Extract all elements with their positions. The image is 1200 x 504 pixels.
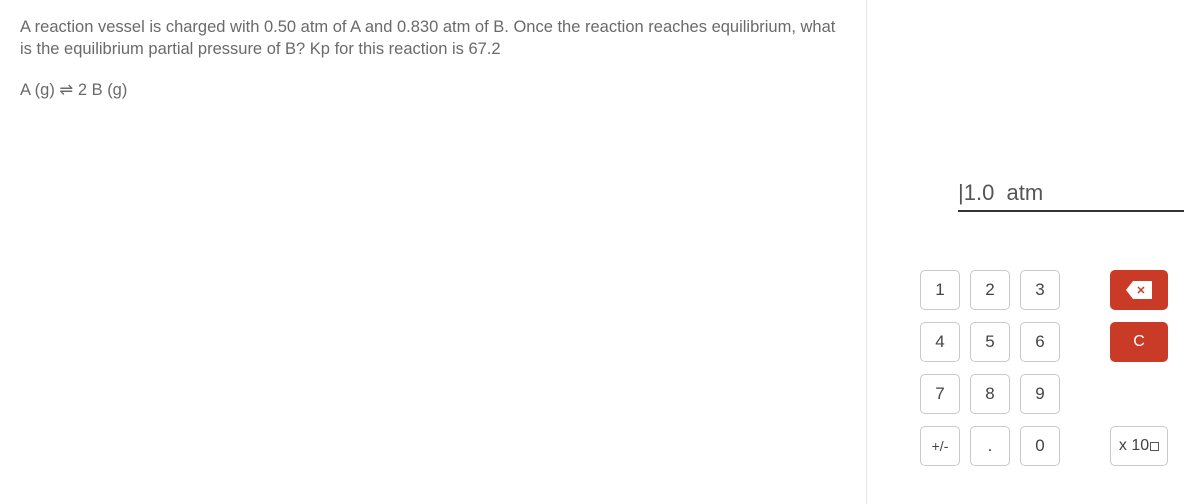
keypad-row-2: 4 5 6 C bbox=[920, 322, 1200, 362]
backspace-button[interactable]: ✕ bbox=[1110, 270, 1168, 310]
clear-button[interactable]: C bbox=[1110, 322, 1168, 362]
key-plusminus[interactable]: +/- bbox=[920, 426, 960, 466]
key-7[interactable]: 7 bbox=[920, 374, 960, 414]
sci-notation-button[interactable]: x 10 bbox=[1110, 426, 1168, 466]
svg-text:✕: ✕ bbox=[1136, 285, 1145, 297]
keypad-row-1: 1 2 3 ✕ bbox=[920, 270, 1200, 310]
key-9[interactable]: 9 bbox=[1020, 374, 1060, 414]
keypad-row-4: +/- . 0 x 10 bbox=[920, 426, 1200, 466]
key-1[interactable]: 1 bbox=[920, 270, 960, 310]
spacer bbox=[1070, 426, 1100, 466]
backspace-icon: ✕ bbox=[1126, 281, 1152, 299]
vertical-divider bbox=[866, 0, 867, 504]
key-4[interactable]: 4 bbox=[920, 322, 960, 362]
question-prompt: A reaction vessel is charged with 0.50 a… bbox=[20, 16, 850, 61]
spacer bbox=[1070, 322, 1100, 362]
key-0[interactable]: 0 bbox=[1020, 426, 1060, 466]
reaction-equation: A (g) ⇌ 2 B (g) bbox=[20, 79, 850, 101]
answer-input[interactable]: |1.0 atm bbox=[958, 180, 1184, 212]
key-8[interactable]: 8 bbox=[970, 374, 1010, 414]
key-5[interactable]: 5 bbox=[970, 322, 1010, 362]
key-decimal[interactable]: . bbox=[970, 426, 1010, 466]
keypad: 1 2 3 ✕ 4 5 6 C 7 8 9 +/- . 0 bbox=[920, 270, 1200, 478]
key-6[interactable]: 6 bbox=[1020, 322, 1060, 362]
key-3[interactable]: 3 bbox=[1020, 270, 1060, 310]
sci-label: x 10 bbox=[1119, 437, 1149, 455]
answer-value: 1.0 bbox=[964, 180, 995, 205]
keypad-row-3: 7 8 9 bbox=[920, 374, 1200, 414]
spacer bbox=[1070, 270, 1100, 310]
exponent-box-icon bbox=[1150, 442, 1159, 451]
answer-unit: atm bbox=[1007, 180, 1044, 205]
question-area: A reaction vessel is charged with 0.50 a… bbox=[20, 16, 850, 101]
key-2[interactable]: 2 bbox=[970, 270, 1010, 310]
answer-panel: |1.0 atm 1 2 3 ✕ 4 5 6 C 7 8 9 bbox=[900, 0, 1200, 504]
